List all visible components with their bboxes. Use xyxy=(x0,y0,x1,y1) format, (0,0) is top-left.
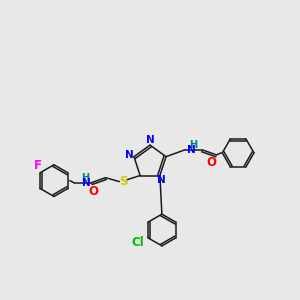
Text: N: N xyxy=(146,135,154,145)
Text: N: N xyxy=(125,150,134,160)
Text: N: N xyxy=(82,178,91,188)
Text: N: N xyxy=(157,176,165,185)
Text: Cl: Cl xyxy=(132,236,145,249)
Text: F: F xyxy=(34,159,42,172)
Text: O: O xyxy=(88,185,99,198)
Text: N: N xyxy=(187,145,196,155)
Text: O: O xyxy=(206,156,216,169)
Text: H: H xyxy=(190,140,198,150)
Text: H: H xyxy=(81,173,89,183)
Text: S: S xyxy=(119,175,128,188)
